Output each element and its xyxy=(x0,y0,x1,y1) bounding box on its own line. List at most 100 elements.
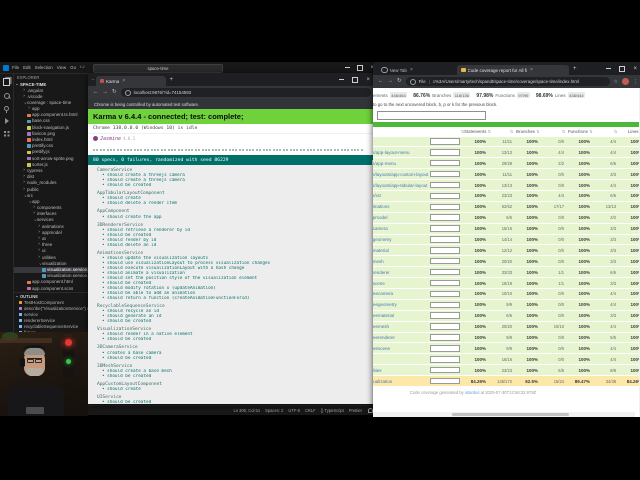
tree-item[interactable]: public xyxy=(14,187,377,193)
karma-omnibox[interactable]: localhost:9876/?id=74154593 xyxy=(120,88,371,97)
reload-icon[interactable]: ↻ xyxy=(397,77,402,84)
spec-result[interactable]: • should create a threejs camera xyxy=(102,178,185,184)
tree-item[interactable]: components xyxy=(14,205,377,211)
maximize-icon[interactable] xyxy=(357,64,364,71)
header-file[interactable]: File ⇅ xyxy=(373,129,430,134)
tab-close-icon[interactable]: × xyxy=(122,78,126,84)
suite-name[interactable]: 3DRendererService xyxy=(97,222,144,228)
spec-result[interactable]: • should be created xyxy=(102,183,152,189)
file-link[interactable]: services/at/camera xyxy=(373,226,388,232)
spec-result[interactable]: • should create xyxy=(102,196,141,202)
minimize-icon[interactable] xyxy=(339,79,345,80)
tree-item[interactable]: sorter.js xyxy=(14,162,377,168)
file-link[interactable]: components/viz xyxy=(373,193,382,199)
outline-item[interactable]: recyclableSequenceService xyxy=(14,324,377,330)
suite-name[interactable]: AppCustomLayoutComponent xyxy=(97,381,163,387)
header-statements[interactable]: Statements ⇅ xyxy=(464,129,491,134)
menu-item[interactable]: File xyxy=(12,65,20,70)
maximize-icon[interactable] xyxy=(619,65,626,72)
tab-search-icon[interactable]: › xyxy=(90,78,96,81)
spec-result[interactable]: • should be created xyxy=(102,337,152,343)
status-item[interactable]: UTF-8 xyxy=(288,408,300,413)
header-branches[interactable]: Branches ⇅ xyxy=(516,129,540,134)
suite-name[interactable]: VisualizationService xyxy=(97,327,152,333)
extensions-icon[interactable] xyxy=(3,130,7,133)
file-link[interactable]: services/utilities xyxy=(373,367,382,373)
close-icon[interactable]: × xyxy=(366,76,370,83)
spec-result[interactable]: • should be created xyxy=(102,281,152,287)
jasmine-name[interactable]: Jasmine xyxy=(100,135,122,142)
minimize-icon[interactable] xyxy=(345,67,351,68)
kebab-menu-icon[interactable]: ⋮ xyxy=(633,78,638,85)
history-arrows[interactable]: ‹ › xyxy=(80,64,85,70)
header-col[interactable]: ⇅ xyxy=(490,129,516,134)
source-control-icon[interactable] xyxy=(4,105,9,113)
spec-result[interactable]: • should execute visualizationLayout wit… xyxy=(102,266,245,272)
suite-name[interactable]: AppComponent xyxy=(97,209,130,215)
file-link[interactable]: app xyxy=(373,139,430,144)
tree-item[interactable]: app xyxy=(14,199,377,205)
file-link[interactable]: components/app-layout-menu xyxy=(373,149,410,155)
tree-item[interactable]: block-navigation.js xyxy=(14,125,377,131)
minimize-icon[interactable] xyxy=(606,68,612,69)
tree-item[interactable]: sort-arrow-sprite.png xyxy=(14,156,377,162)
tab-close-icon[interactable]: × xyxy=(409,67,413,73)
new-tab-button[interactable]: + xyxy=(169,76,174,83)
file-link[interactable]: services/animations xyxy=(373,204,390,210)
status-item[interactable]: {} TypeScript xyxy=(320,408,344,413)
tree-item[interactable]: cypress xyxy=(14,168,377,174)
tree-item[interactable]: utilities xyxy=(14,255,377,261)
run-debug-icon[interactable] xyxy=(4,117,9,124)
tab-close-icon[interactable]: × xyxy=(530,67,533,73)
status-item[interactable]: Prettier xyxy=(348,408,362,413)
tree-item[interactable]: visualization xyxy=(14,261,377,267)
scrollbar-thumb[interactable] xyxy=(451,413,570,416)
file-link[interactable]: services/ui xyxy=(373,357,430,362)
site-info-icon[interactable] xyxy=(124,89,131,96)
status-item[interactable]: Ln 300, Col 51 xyxy=(233,408,261,413)
menu-item[interactable]: Go xyxy=(70,65,77,70)
tree-item[interactable]: three xyxy=(14,242,377,248)
tree-item[interactable]: node_modules xyxy=(14,180,377,186)
file-link[interactable]: services/threematerial xyxy=(373,313,395,319)
tree-item[interactable]: base.css xyxy=(14,118,377,124)
file-link[interactable]: services/at/geometry xyxy=(373,236,392,242)
menu-item[interactable]: ··· xyxy=(80,65,85,70)
bookmark-star-icon[interactable]: ☆ xyxy=(613,78,618,85)
tree-item[interactable]: services xyxy=(14,217,377,223)
spec-result[interactable]: • should generate an id xyxy=(102,314,162,320)
file-link[interactable]: services/at/renderer xyxy=(373,269,390,275)
tree-item[interactable]: app.component.html xyxy=(14,279,377,285)
reload-icon[interactable]: ↻ xyxy=(112,88,117,95)
tree-item[interactable]: favicon.png xyxy=(14,131,377,137)
spec-result[interactable]: • should be created xyxy=(102,373,152,379)
karma-tab[interactable]: Karma × xyxy=(95,76,166,86)
spec-result[interactable]: • should create xyxy=(102,387,141,393)
new-tab-tab[interactable]: New Tab × xyxy=(377,65,457,75)
spec-result[interactable]: • should set the position style of the v… xyxy=(102,276,258,282)
spec-result[interactable]: • should retrieve a renderer by id xyxy=(102,227,190,233)
status-item[interactable]: Spaces: 2 xyxy=(265,408,284,413)
site-info-icon[interactable] xyxy=(409,78,416,85)
tree-item[interactable]: .angular xyxy=(14,88,377,94)
outline-item[interactable]: rendererService xyxy=(14,318,377,324)
file-link[interactable]: services/at/scene xyxy=(373,280,385,286)
close-icon[interactable]: × xyxy=(370,65,374,71)
header-col[interactable]: ⇅ xyxy=(594,129,620,134)
tree-item[interactable]: .vscode xyxy=(14,94,377,100)
suite-name[interactable]: UIService xyxy=(97,395,122,401)
spec-result[interactable]: • should delete a render item xyxy=(102,201,178,207)
tree-item[interactable]: index.html xyxy=(14,137,377,143)
back-icon[interactable]: ← xyxy=(93,88,99,95)
suite-name[interactable]: CameraService xyxy=(97,168,133,173)
tree-item[interactable]: at xyxy=(14,236,377,242)
spec-result[interactable]: • should be created xyxy=(102,232,152,238)
spec-result[interactable]: • should create the app xyxy=(102,214,162,220)
file-link[interactable]: components/layouts/app-custom-layout xyxy=(373,171,429,177)
spec-result[interactable]: • should modify rotation x (updateAnimat… xyxy=(102,286,216,292)
spec-result[interactable]: • should create a threejs camera xyxy=(102,173,185,179)
tree-item[interactable]: app.component.ts.html xyxy=(14,112,377,118)
header-col[interactable]: ⇅ xyxy=(542,129,568,134)
spec-result[interactable]: • should update the visualization layout… xyxy=(102,256,209,262)
outline-item[interactable]: service xyxy=(14,312,377,318)
